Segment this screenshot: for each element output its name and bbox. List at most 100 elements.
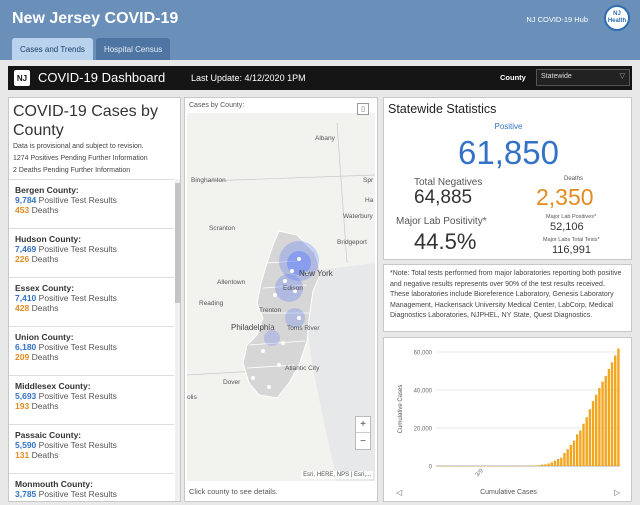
county-point[interactable] — [267, 385, 271, 389]
y-tick-label: 60,000 — [414, 351, 433, 357]
last-update: Last Update: 4/12/2020 1PM — [191, 73, 306, 83]
cumulative-cases-chart-panel: 0 20,000 40,000 60,000 Cumulative Cases 3/9 C… — [383, 337, 632, 502]
positive-suffix: Positive Test Results — [38, 489, 117, 499]
chart-x-label: Cumulative Cases — [480, 489, 537, 496]
county-point[interactable] — [281, 341, 285, 345]
chart-bar — [582, 423, 585, 466]
chart-bar — [614, 355, 617, 466]
positive-suffix: Positive Test Results — [38, 391, 117, 401]
testing-note: *Note: Total tests performed from major … — [390, 270, 622, 319]
county-point[interactable] — [293, 289, 297, 293]
chart-bar — [601, 381, 604, 466]
tab-hospital-census[interactable]: Hospital Census — [95, 38, 171, 60]
chart-bar — [556, 459, 560, 466]
county-deaths: 209 — [15, 352, 30, 362]
case-density-glow — [287, 251, 311, 275]
county-list-scrollbar[interactable] — [175, 179, 180, 501]
map-attribution[interactable]: Esri, HERE, NPS | Esri,... — [301, 471, 373, 479]
hub-link[interactable]: NJ COVID-19 Hub — [526, 15, 588, 24]
new-jersey-shape[interactable] — [242, 230, 322, 399]
place-label: Edison — [283, 285, 303, 292]
chart-bar — [617, 348, 620, 466]
place-label: Bridgeport — [337, 239, 367, 246]
chart-bar — [553, 460, 557, 466]
county-item[interactable]: Bergen County: 9,784 Positive Test Resul… — [9, 179, 174, 228]
county-name: Hudson County: — [15, 234, 82, 244]
county-deaths: 131 — [15, 450, 30, 460]
county-select[interactable]: Statewide ▽ — [536, 69, 630, 86]
dashboard-title: COVID-19 Dashboard — [38, 70, 166, 85]
place-label: Albany — [315, 135, 335, 142]
place-label: Dover — [223, 379, 241, 386]
positive-value: 61,850 — [458, 134, 559, 171]
scrollbar-thumb[interactable] — [175, 183, 180, 303]
positivity-value: 44.5% — [414, 229, 477, 254]
chart-bar — [537, 465, 541, 466]
case-density-glow — [275, 274, 303, 302]
deaths-suffix: Deaths — [31, 254, 59, 264]
county-point[interactable] — [269, 326, 273, 330]
county-label: County — [500, 73, 526, 82]
chart-bar — [598, 387, 601, 466]
county-positives: 5,693 — [15, 391, 37, 401]
bookmark-icon[interactable]: ▯ — [357, 103, 369, 115]
negatives-value: 64,885 — [414, 187, 473, 208]
county-point[interactable] — [297, 316, 301, 320]
map-panel: Cases by County: — [184, 97, 378, 502]
county-borders — [246, 260, 309, 369]
county-point[interactable] — [273, 293, 277, 297]
county-point[interactable] — [283, 279, 287, 283]
county-point[interactable] — [251, 376, 255, 380]
chart-bar — [575, 434, 579, 466]
y-axis-label: Cumulative Cases — [398, 385, 404, 434]
chart-bar — [534, 465, 538, 466]
chart-bar — [591, 401, 595, 466]
county-positives: 9,784 — [15, 195, 37, 205]
county-positives: 3,785 — [15, 489, 37, 499]
county-item[interactable]: Essex County: 7,410 Positive Test Result… — [9, 277, 174, 326]
deaths-value: 2,350 — [536, 184, 594, 210]
positive-label: Positive — [494, 122, 523, 131]
statewide-stats-panel: Statewide Statistics Positive 61,850 Tot… — [383, 97, 632, 260]
place-label: Spr — [363, 177, 374, 184]
place-label: Ha — [365, 197, 374, 204]
x-tick-label: 3/9 — [475, 468, 486, 479]
place-label: Allentown — [217, 279, 246, 286]
tab-cases-and-trends[interactable]: Cases and Trends — [12, 38, 93, 60]
zoom-out-button[interactable]: − — [360, 435, 366, 447]
chevron-right-icon[interactable]: ▷ — [614, 488, 621, 497]
place-label: Scranton — [209, 225, 236, 232]
negatives-label: Total Negatives — [414, 177, 483, 188]
chart-bar — [563, 452, 566, 466]
cumulative-cases-chart: 0 20,000 40,000 60,000 Cumulative Cases 3/9 — [398, 348, 620, 479]
chevron-left-icon[interactable]: ◁ — [396, 488, 403, 497]
chart-bar — [544, 464, 547, 466]
county-point[interactable] — [261, 349, 265, 353]
county-deaths: 193 — [15, 401, 30, 411]
county-name: Bergen County: — [15, 185, 79, 195]
county-positives: 7,410 — [15, 293, 37, 303]
county-name: Passaic County: — [15, 430, 82, 440]
county-point[interactable] — [305, 271, 309, 275]
place-label: Trenton — [259, 307, 282, 314]
case-density-glow — [264, 330, 280, 346]
case-density-glow — [285, 308, 305, 328]
data-notes: Data is provisional and subject to revis… — [13, 141, 148, 177]
county-point[interactable] — [290, 269, 294, 273]
nj-health-logo: NJ Health — [604, 5, 630, 31]
county-name: Union County: — [15, 332, 74, 342]
county-point[interactable] — [277, 363, 281, 367]
county-map[interactable]: Albany Binghamton Spr Ha Waterbury Scran… — [187, 113, 375, 481]
logo-text-health: Health — [607, 18, 627, 24]
place-label: Waterbury — [343, 213, 373, 220]
county-item[interactable]: Hudson County: 7,469 Positive Test Resul… — [9, 228, 174, 277]
county-name: Monmouth County: — [15, 479, 93, 489]
county-item[interactable]: Passaic County: 5,590 Positive Test Resu… — [9, 424, 174, 473]
county-item[interactable]: Monmouth County: 3,785 Positive Test Res… — [9, 473, 174, 501]
zoom-in-button[interactable]: + — [356, 417, 370, 433]
county-item[interactable]: Middlesex County: 5,693 Positive Test Re… — [9, 375, 174, 424]
tab-bar: Cases and Trends Hospital Census — [12, 38, 171, 60]
county-item[interactable]: Union County: 6,180 Positive Test Result… — [9, 326, 174, 375]
county-point[interactable] — [297, 257, 301, 261]
stats-title: Statewide Statistics — [388, 102, 497, 116]
